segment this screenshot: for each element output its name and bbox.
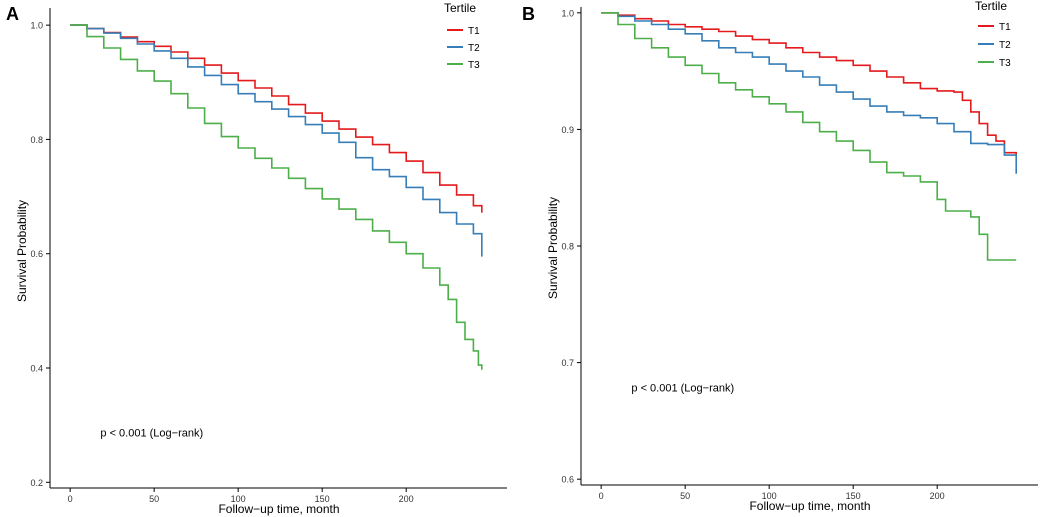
y-axis-title: Survival Probability (546, 197, 560, 299)
y-tick-label: 0.8 (30, 135, 43, 145)
pvalue-annotation: p < 0.001 (Log−rank) (631, 383, 734, 395)
x-tick-label: 50 (149, 494, 159, 504)
series-line-t2 (601, 12, 1017, 174)
series-line-t1 (70, 24, 483, 213)
x-tick-label: 150 (846, 491, 861, 501)
legend-label-t3: T3 (468, 60, 480, 71)
y-tick-label: 0.6 (30, 249, 43, 259)
y-tick-label: 0.7 (561, 358, 574, 368)
y-tick-label: 0.2 (30, 478, 43, 488)
x-tick-label: 100 (231, 494, 246, 504)
x-tick-label: 100 (762, 491, 777, 501)
panel-a: A Survival Probability Follow−up time, m… (6, 1, 507, 516)
legend-title: Tertile (444, 1, 476, 15)
y-tick-label: 1.0 (30, 21, 43, 31)
y-tick-label: 0.8 (561, 242, 574, 252)
legend-label-t2: T2 (468, 43, 480, 54)
legend: Tertile T1 T2 T3 (444, 1, 480, 71)
legend-title: Tertile (975, 0, 1007, 13)
x-tick-label: 200 (930, 491, 945, 501)
x-tick-label: 50 (680, 491, 690, 501)
pvalue-annotation: p < 0.001 (Log−rank) (100, 428, 203, 440)
panel-label: A (6, 4, 19, 24)
legend: Tertile T1 T2 T3 (975, 0, 1011, 69)
x-tick-label: 0 (68, 494, 73, 504)
legend-label-t2: T2 (999, 40, 1011, 51)
y-tick-label: 0.4 (30, 364, 43, 374)
y-tick-label: 0.9 (561, 125, 574, 135)
panel-b: B Survival Probability Follow−up time, m… (522, 0, 1038, 513)
x-tick-label: 150 (315, 494, 330, 504)
x-axis-title: Follow−up time, month (749, 499, 870, 513)
y-tick-label: 0.6 (561, 475, 574, 485)
y-axis-title: Survival Probability (15, 200, 29, 302)
series-line-t3 (70, 24, 483, 370)
panel-label: B (522, 4, 535, 24)
y-tick-label: 1.0 (561, 8, 574, 18)
series-line-t2 (70, 24, 483, 257)
x-tick-label: 200 (399, 494, 414, 504)
legend-label-t1: T1 (468, 26, 480, 37)
series-line-t3 (601, 12, 1017, 261)
x-axis-title: Follow−up time, month (218, 502, 339, 516)
legend-label-t1: T1 (999, 22, 1011, 33)
x-tick-label: 0 (599, 491, 604, 501)
series-line-t1 (601, 12, 1017, 156)
legend-label-t3: T3 (999, 58, 1011, 69)
